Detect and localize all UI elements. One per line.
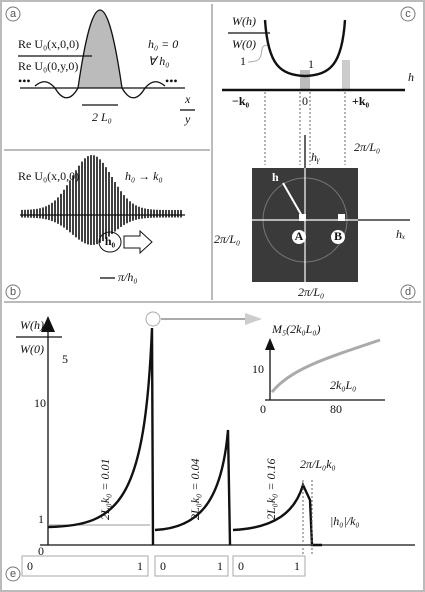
curve [154, 429, 232, 546]
arrowhead [41, 316, 55, 332]
point-a: A [295, 229, 304, 243]
inset-title: M₅(2k₀L₀) [271, 322, 321, 336]
numerator: W(h) [20, 318, 44, 332]
plus-k: +k₀ [352, 94, 370, 108]
denominator: W(0) [20, 342, 44, 356]
range-label: 0 [27, 559, 33, 573]
denominator: Re U₀(0,y,0) [18, 59, 78, 73]
range-label: 1 [294, 559, 300, 573]
panel-label: c [405, 8, 411, 20]
w-curve [263, 19, 347, 78]
panel-label: b [10, 286, 16, 298]
numerator: W(h) [232, 14, 256, 28]
spacing: 2π/L₀ [354, 140, 380, 154]
ranges: 0 1 0 1 0 1 [21, 555, 306, 577]
inset-curve [270, 338, 381, 393]
curve [47, 327, 155, 546]
range-label: 0 [238, 559, 244, 573]
dots: ••• [165, 74, 178, 88]
condition: h₀ = 0 [148, 37, 178, 51]
panel-label: e [10, 568, 16, 580]
panel-badge [400, 284, 416, 300]
inset-tick: 0 [260, 402, 266, 416]
range-label: 1 [217, 559, 223, 573]
panel-badge [5, 284, 21, 300]
dots: ••• [18, 74, 31, 88]
zero: 0 [302, 94, 308, 108]
point [299, 214, 306, 221]
spacing: 2π/L₀ [214, 232, 240, 246]
guides [264, 92, 346, 165]
vector: h₀ [105, 234, 116, 248]
vector-circle [98, 231, 122, 253]
arrowhead [245, 313, 262, 325]
hy-label: hᵧ [311, 150, 320, 164]
y-label: y [184, 112, 191, 126]
panel-label: a [10, 8, 17, 20]
point-b: B [334, 229, 342, 243]
function: Re U₀(x,0,0) [18, 169, 79, 183]
y-tick: 10 [34, 396, 46, 410]
one: 1 [240, 54, 246, 68]
period: 2π/L₀k₀ [300, 457, 336, 471]
range-label: 0 [160, 559, 166, 573]
band [342, 60, 350, 90]
vector-arrow [123, 229, 153, 255]
shift: h₀ → k₀ [125, 169, 163, 183]
one: 1 [308, 57, 314, 71]
width-label: 2 L₀ [92, 110, 112, 124]
panel-badge [5, 566, 21, 582]
curve-label: 2L₀k₀ = 0.16 [264, 459, 278, 520]
panel-badge [5, 6, 21, 22]
denominator: W(0) [232, 37, 256, 51]
minus-k: −k₀ [232, 94, 250, 108]
curve [232, 481, 322, 547]
hx-label: hₓ [396, 227, 405, 241]
y-tick: 5 [62, 352, 68, 366]
point-badge [292, 230, 306, 244]
oscillation [21, 155, 182, 245]
numerator: Re U₀(x,0,0) [18, 37, 79, 51]
point-badge [331, 230, 345, 244]
range-label: 1 [137, 559, 143, 573]
y-tick: 0 [38, 544, 44, 558]
lobe-fill [78, 10, 122, 88]
highlight [145, 311, 161, 327]
period-label: π/h₀ [118, 270, 138, 284]
x-label: x [184, 92, 191, 106]
condition: ∀ h₀ [148, 54, 169, 68]
h-vector [282, 182, 303, 217]
h-vector-label: h [272, 170, 279, 184]
range-box [232, 555, 306, 577]
inset-tick: 10 [252, 362, 264, 376]
range-box [21, 555, 149, 577]
range-box [154, 555, 229, 577]
arrowhead [265, 338, 275, 350]
panel-label: d [405, 286, 411, 298]
x-label: |h₀|/k₀ [330, 514, 360, 528]
inset-x-label: 2k₀L₀ [330, 378, 356, 392]
point [338, 214, 345, 221]
panel-badge [400, 6, 416, 22]
h-label: h [408, 70, 414, 84]
leader [247, 44, 269, 63]
curve-label: 2L₀k₀ = 0.01 [98, 459, 112, 520]
y-tick: 1 [38, 512, 44, 526]
curve-label: 2L₀k₀ = 0.04 [188, 459, 202, 520]
inset-tick: 80 [330, 402, 342, 416]
band [300, 70, 310, 90]
spacing: 2π/L₀ [298, 285, 324, 299]
